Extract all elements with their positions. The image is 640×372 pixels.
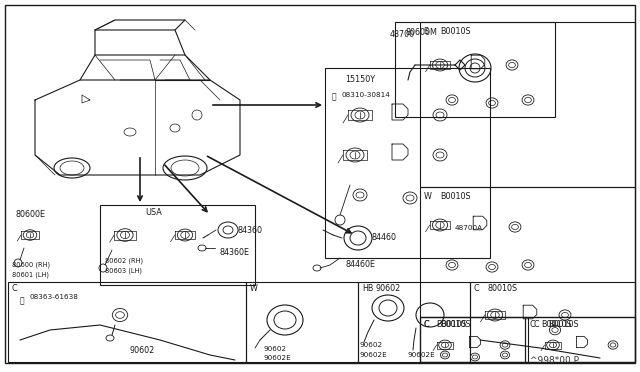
Text: ^998*00 P: ^998*00 P [530, 356, 579, 365]
Bar [395, 22, 555, 117]
Bar [100, 205, 255, 285]
Bar [8, 282, 246, 362]
Text: 15150Y: 15150Y [345, 75, 375, 84]
Text: 84360: 84360 [238, 226, 263, 235]
Text: 84460E: 84460E [345, 260, 375, 269]
Text: C: C [424, 320, 429, 329]
Text: C: C [534, 320, 540, 329]
Text: C: C [424, 320, 429, 329]
Text: 80602 (RH): 80602 (RH) [105, 258, 143, 264]
Text: 08363-61638: 08363-61638 [30, 294, 79, 300]
Text: 80600 (RH): 80600 (RH) [12, 262, 50, 269]
Text: 90602: 90602 [360, 342, 383, 348]
Text: B0010S: B0010S [440, 320, 470, 329]
Text: HB: HB [362, 284, 373, 293]
Text: 84460: 84460 [372, 233, 397, 242]
Bar [470, 282, 635, 362]
Text: 08310-30814: 08310-30814 [342, 92, 391, 98]
Text: USA: USA [145, 208, 162, 217]
Bar [420, 317, 525, 362]
Text: 84360E: 84360E [220, 248, 250, 257]
Text: 90602: 90602 [263, 346, 286, 352]
Text: S: S [424, 27, 429, 36]
Text: 80603 (LH): 80603 (LH) [105, 268, 142, 275]
Text: 90602E: 90602E [263, 355, 291, 361]
Text: C: C [529, 320, 534, 329]
Text: 90602: 90602 [376, 284, 401, 293]
Bar [420, 317, 528, 362]
Text: B0010S: B0010S [440, 192, 470, 201]
Text: B0010S: B0010S [541, 320, 572, 329]
Text: 48700: 48700 [390, 30, 415, 39]
Text: Ⓢ: Ⓢ [332, 92, 337, 101]
Text: B0010S: B0010S [440, 27, 470, 36]
Bar [420, 317, 635, 362]
Bar [325, 68, 490, 258]
Text: 90602E: 90602E [408, 352, 436, 358]
Text: C: C [11, 284, 17, 293]
Text: 90602: 90602 [130, 346, 156, 355]
Text: 80010S: 80010S [488, 284, 518, 293]
Bar [525, 317, 635, 362]
Bar [358, 282, 470, 362]
Text: Ⓢ: Ⓢ [20, 296, 24, 305]
Text: 80601 (LH): 80601 (LH) [12, 272, 49, 279]
Text: W: W [250, 284, 258, 293]
Text: 80600M: 80600M [405, 28, 437, 37]
Text: 90602E: 90602E [360, 352, 388, 358]
Bar [420, 22, 635, 187]
Text: 48700A: 48700A [455, 225, 483, 231]
Text: B0010S: B0010S [436, 320, 467, 329]
Bar [420, 187, 635, 317]
Text: B0010S: B0010S [548, 320, 579, 329]
Text: 80600E: 80600E [15, 210, 45, 219]
Bar [420, 317, 635, 362]
Text: C: C [474, 284, 479, 293]
Text: W: W [424, 192, 432, 201]
Bar [246, 282, 358, 362]
